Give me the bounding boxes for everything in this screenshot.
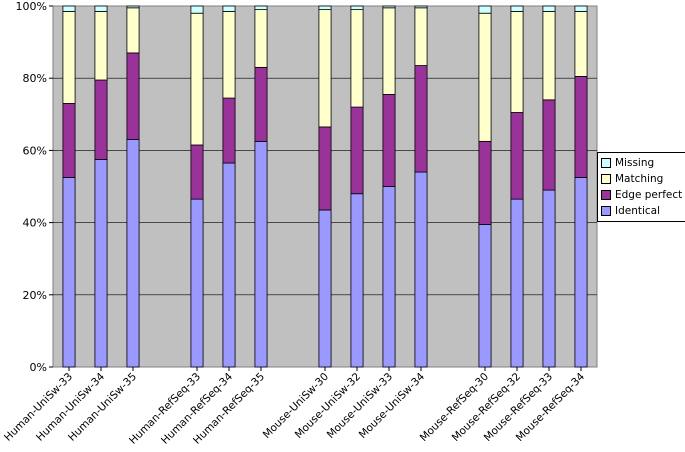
bar-stack bbox=[222, 5, 236, 368]
bar-segment-identical bbox=[478, 224, 492, 368]
bar-segment-missing bbox=[542, 5, 556, 12]
bar-stack bbox=[126, 5, 140, 368]
bar-segment-identical bbox=[382, 186, 396, 368]
bar-segment-missing bbox=[414, 5, 428, 9]
y-tick-label: 40% bbox=[23, 217, 47, 230]
y-axis-ticks: 0% 20% 40% 60% 80% 100% bbox=[16, 0, 53, 374]
bar-segment-identical bbox=[350, 193, 364, 368]
bar-stack bbox=[542, 5, 556, 368]
legend: Missing Matching Edge perfect Identical bbox=[597, 152, 685, 222]
bar-segment-missing bbox=[510, 5, 524, 12]
bar-stack bbox=[478, 5, 492, 368]
y-tick-label: 80% bbox=[23, 72, 47, 85]
bar-segment-missing bbox=[478, 5, 492, 14]
bar-segment-edge-perfect bbox=[382, 94, 396, 187]
bar-segment-matching bbox=[350, 9, 364, 108]
bar-segment-edge-perfect bbox=[126, 52, 140, 140]
bar-stack bbox=[254, 5, 268, 368]
legend-swatch-matching bbox=[601, 174, 611, 184]
legend-swatch-identical bbox=[601, 206, 611, 216]
bar-segment-identical bbox=[222, 162, 236, 368]
bar-segment-edge-perfect bbox=[478, 140, 492, 225]
bar-segment-identical bbox=[510, 198, 524, 368]
bar-segment-identical bbox=[414, 171, 428, 368]
bar-stack bbox=[62, 5, 76, 368]
legend-item-missing: Missing bbox=[601, 155, 685, 171]
bar-segment-missing bbox=[382, 5, 396, 9]
bar-segment-edge-perfect bbox=[510, 112, 524, 200]
bar-segment-identical bbox=[126, 139, 140, 368]
bar-segment-identical bbox=[574, 177, 588, 368]
y-tick-label: 100% bbox=[16, 0, 47, 13]
bar-stack bbox=[414, 5, 428, 368]
bar-segment-missing bbox=[254, 5, 268, 11]
legend-swatch-edge-perfect bbox=[601, 190, 611, 200]
bar-segment-edge-perfect bbox=[574, 75, 588, 178]
bar-stack bbox=[574, 5, 588, 368]
bar-segment-edge-perfect bbox=[222, 97, 236, 164]
x-axis-labels: Human-UniSw-33Human-UniSw-34Human-UniSw-… bbox=[2, 367, 587, 447]
legend-label-identical: Identical bbox=[615, 205, 661, 217]
bar-stack bbox=[318, 5, 332, 368]
bar-segment-missing bbox=[190, 5, 204, 14]
bar-stack bbox=[382, 5, 396, 368]
bar-segment-missing bbox=[318, 5, 332, 11]
bar-segment-matching bbox=[382, 7, 396, 95]
bar-stack bbox=[350, 5, 364, 368]
legend-swatch-missing bbox=[601, 158, 611, 168]
bars bbox=[62, 5, 588, 368]
bar-segment-edge-perfect bbox=[254, 66, 268, 142]
bar-segment-matching bbox=[190, 12, 204, 146]
bar-segment-identical bbox=[62, 177, 76, 368]
bar-segment-matching bbox=[94, 11, 108, 81]
bar-segment-matching bbox=[318, 9, 332, 128]
legend-item-matching: Matching bbox=[601, 171, 685, 187]
bar-stack bbox=[510, 5, 524, 368]
bar-segment-missing bbox=[350, 5, 364, 11]
bar-segment-matching bbox=[510, 11, 524, 113]
legend-item-edge-perfect: Edge perfect bbox=[601, 187, 685, 203]
bar-segment-edge-perfect bbox=[62, 103, 76, 178]
bar-segment-missing bbox=[62, 5, 76, 12]
bar-segment-matching bbox=[414, 7, 428, 66]
bar-segment-missing bbox=[574, 5, 588, 12]
bar-stack bbox=[190, 5, 204, 368]
bar-segment-identical bbox=[542, 189, 556, 368]
bar-segment-matching bbox=[542, 11, 556, 101]
legend-label-missing: Missing bbox=[615, 157, 655, 169]
bar-segment-edge-perfect bbox=[190, 144, 204, 200]
legend-item-identical: Identical bbox=[601, 203, 685, 219]
bar-segment-missing bbox=[94, 5, 108, 12]
y-tick-label: 20% bbox=[23, 289, 47, 302]
bar-segment-missing bbox=[126, 5, 140, 9]
bar-segment-identical bbox=[318, 209, 332, 368]
y-tick-label: 0% bbox=[30, 361, 47, 374]
legend-label-edge-perfect: Edge perfect bbox=[615, 189, 683, 201]
bar-segment-edge-perfect bbox=[542, 99, 556, 191]
bar-segment-matching bbox=[222, 11, 236, 99]
bar-segment-matching bbox=[254, 9, 268, 68]
y-tick-label: 60% bbox=[23, 144, 47, 157]
bar-segment-matching bbox=[62, 11, 76, 104]
bar-stack bbox=[94, 5, 108, 368]
bar-segment-edge-perfect bbox=[414, 65, 428, 173]
bar-segment-identical bbox=[254, 140, 268, 368]
legend-label-matching: Matching bbox=[615, 173, 664, 185]
bar-segment-edge-perfect bbox=[350, 106, 364, 195]
bar-segment-edge-perfect bbox=[318, 126, 332, 211]
bar-segment-matching bbox=[574, 11, 588, 77]
bar-segment-identical bbox=[190, 198, 204, 368]
bar-segment-matching bbox=[126, 7, 140, 54]
bar-segment-identical bbox=[94, 159, 108, 368]
bar-segment-matching bbox=[478, 12, 492, 142]
bar-segment-missing bbox=[222, 5, 236, 12]
bar-segment-edge-perfect bbox=[94, 79, 108, 160]
